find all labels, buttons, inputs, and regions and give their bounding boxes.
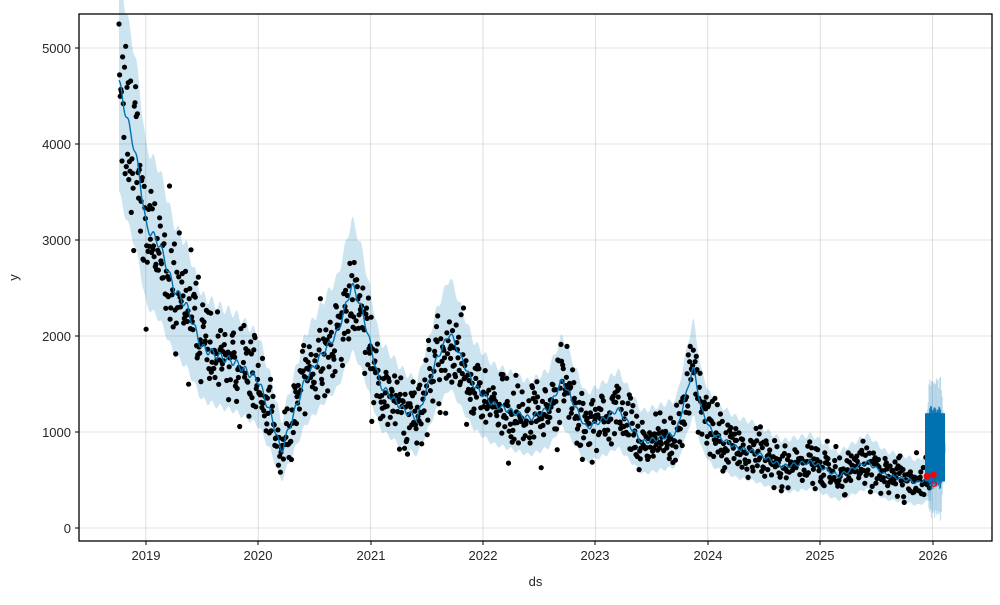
- svg-text:3000: 3000: [42, 233, 71, 248]
- svg-text:2021: 2021: [357, 548, 386, 563]
- svg-text:2026: 2026: [919, 548, 948, 563]
- svg-text:2023: 2023: [581, 548, 610, 563]
- svg-text:4000: 4000: [42, 137, 71, 152]
- svg-text:2025: 2025: [806, 548, 835, 563]
- svg-text:y: y: [6, 274, 21, 281]
- svg-text:0: 0: [64, 521, 71, 536]
- svg-text:2020: 2020: [244, 548, 273, 563]
- svg-text:ds: ds: [529, 574, 543, 589]
- svg-text:2000: 2000: [42, 329, 71, 344]
- svg-text:2024: 2024: [694, 548, 723, 563]
- svg-text:5000: 5000: [42, 41, 71, 56]
- svg-text:2022: 2022: [469, 548, 498, 563]
- svg-text:2019: 2019: [132, 548, 161, 563]
- svg-text:1000: 1000: [42, 425, 71, 440]
